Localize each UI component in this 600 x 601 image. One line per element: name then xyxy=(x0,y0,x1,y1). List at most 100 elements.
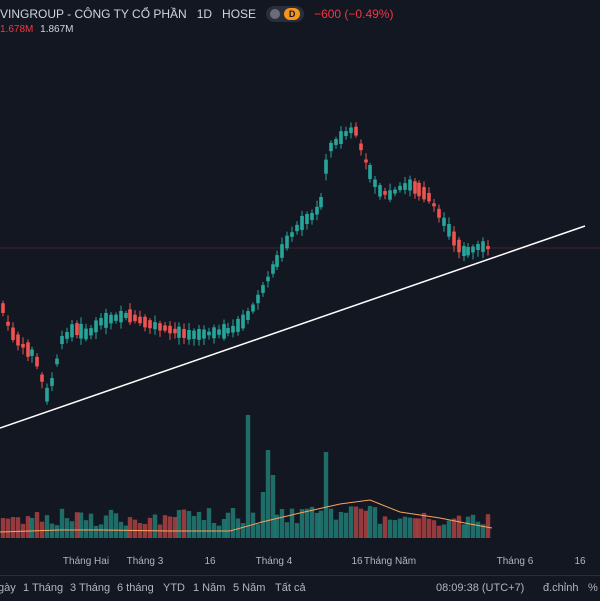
volume-bar xyxy=(25,516,31,538)
candle-body xyxy=(94,320,98,333)
candle-body xyxy=(295,224,299,232)
candle-body xyxy=(359,143,363,151)
candle-body xyxy=(486,246,490,250)
candle-body xyxy=(202,329,206,339)
volume-bar xyxy=(421,512,427,538)
volume-legend: 1.678M 1.867M xyxy=(0,24,74,35)
volume-bar xyxy=(49,523,55,538)
volume-bar xyxy=(328,508,334,538)
volume-bar xyxy=(363,510,369,538)
volume-bar xyxy=(456,515,462,538)
volume-bar xyxy=(147,517,153,538)
candle-body xyxy=(168,325,172,334)
volume-bar xyxy=(240,523,246,538)
volume-bar xyxy=(34,512,40,538)
candle-body xyxy=(388,190,392,200)
volume-bar xyxy=(93,525,99,538)
market-status-icon xyxy=(270,9,281,19)
volume-bar xyxy=(333,519,339,538)
volume-bar xyxy=(152,514,158,538)
range-button-1y[interactable]: 1 Năm xyxy=(193,582,226,594)
volume-bar xyxy=(372,507,378,538)
volume-bar xyxy=(0,518,6,538)
trendline[interactable] xyxy=(0,225,586,429)
volume-bar xyxy=(412,518,418,538)
range-button-1m[interactable]: 1 Tháng xyxy=(23,582,64,594)
volume-bar xyxy=(358,508,364,538)
volume-bar xyxy=(10,517,16,538)
volume-value: 1.678M xyxy=(0,24,34,35)
candle-body xyxy=(315,206,319,215)
candle-body xyxy=(143,316,147,328)
volume-bar xyxy=(211,522,217,538)
range-button-5y[interactable]: 5 Năm xyxy=(233,582,266,594)
candle-body xyxy=(432,203,436,207)
volume-bar xyxy=(367,505,373,538)
candle-body xyxy=(290,232,294,237)
volume-bar xyxy=(353,506,359,538)
candle-body xyxy=(471,246,475,253)
volume-bar xyxy=(123,525,129,538)
candle-body xyxy=(300,215,304,231)
range-button-all[interactable]: Tất cả xyxy=(275,582,306,594)
candle-body xyxy=(427,192,431,202)
volume-ma-line xyxy=(0,499,493,533)
volume-bar xyxy=(216,525,222,538)
delayed-badge: D xyxy=(284,8,301,20)
candle-body xyxy=(26,342,30,357)
candle-body xyxy=(6,321,10,326)
candle-body xyxy=(192,330,196,339)
candle-body xyxy=(447,224,451,237)
volume-bar xyxy=(260,492,266,538)
x-tick-label: Tháng 4 xyxy=(256,556,293,567)
volume-bar xyxy=(196,511,202,538)
range-button-3m[interactable]: 3 Tháng xyxy=(70,582,111,594)
candle-body xyxy=(40,374,44,382)
x-tick-label: Tháng 3 xyxy=(127,556,164,567)
volume-bar xyxy=(230,508,236,538)
volume-bar xyxy=(397,518,403,538)
range-button-ytd[interactable]: YTD xyxy=(163,582,185,594)
candle-body xyxy=(462,245,466,257)
volume-bar xyxy=(176,510,182,538)
volume-ma-path xyxy=(0,499,493,533)
volume-bar xyxy=(113,513,119,538)
candle-body xyxy=(310,212,314,221)
range-button-6m[interactable]: 6 tháng xyxy=(117,582,154,594)
candle-body xyxy=(457,239,461,253)
volume-bar xyxy=(5,518,11,538)
volume-bar xyxy=(314,512,320,538)
range-toolbar: gày 1 Tháng 3 Tháng 6 tháng YTD 1 Năm 5 … xyxy=(0,575,600,601)
candle-body xyxy=(16,334,20,346)
price-change: −600 (−0.49%) xyxy=(314,7,394,21)
candle-body xyxy=(373,179,377,187)
candle-body xyxy=(324,159,328,174)
market-status-badge[interactable]: D xyxy=(266,6,305,22)
adjust-toggle[interactable]: đ.chỉnh xyxy=(543,582,579,594)
candle-body xyxy=(403,183,407,190)
candle-body xyxy=(197,328,201,340)
candle-body xyxy=(79,323,83,339)
candle-body xyxy=(153,322,157,330)
candle-body xyxy=(173,328,177,334)
volume-bar xyxy=(461,524,467,538)
candle-body xyxy=(442,217,446,226)
candle-body xyxy=(35,356,39,367)
percent-toggle[interactable]: % xyxy=(588,582,598,594)
volume-bar xyxy=(255,524,261,538)
candle-body xyxy=(271,264,275,274)
interval-label[interactable]: 1D xyxy=(196,7,213,21)
volume-bar xyxy=(465,516,471,538)
candle-body xyxy=(99,318,103,326)
volume-bar xyxy=(431,520,437,538)
candle-body xyxy=(11,327,15,340)
candle-body xyxy=(182,329,186,338)
volume-bar xyxy=(343,512,349,538)
clock[interactable]: 08:09:38 (UTC+7) xyxy=(436,582,525,594)
range-button-day[interactable]: gày xyxy=(0,582,16,594)
x-tick-label: Tháng 6 xyxy=(497,556,534,567)
volume-bar xyxy=(485,514,491,538)
volume-bar xyxy=(348,506,354,538)
volume-bar xyxy=(416,518,422,538)
